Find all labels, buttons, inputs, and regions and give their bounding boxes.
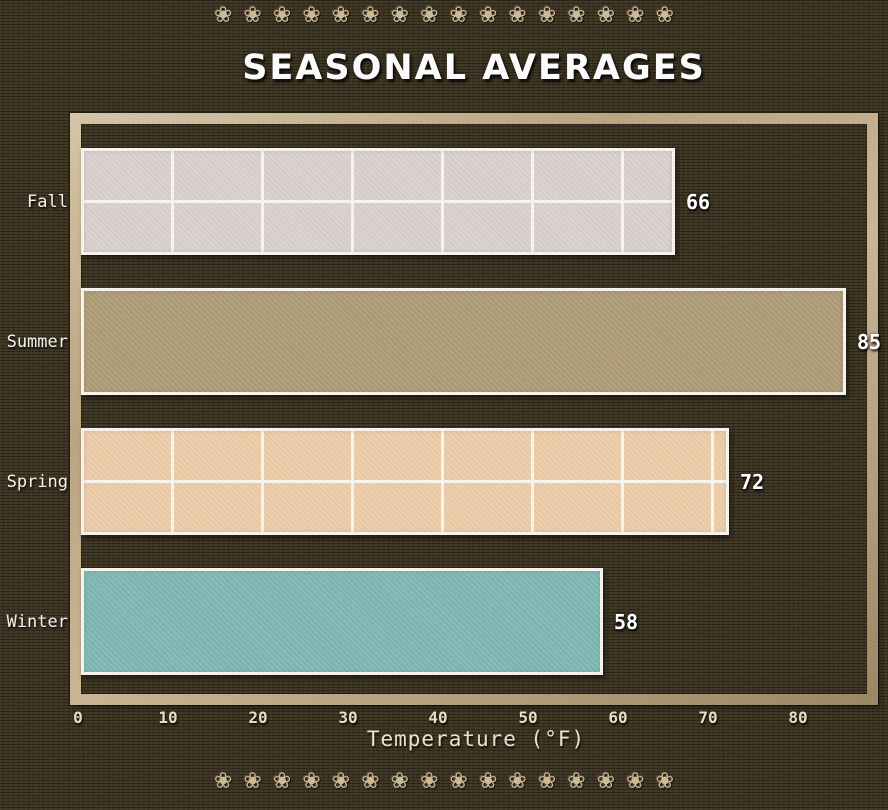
x-axis-label: Temperature (°F): [366, 727, 586, 751]
flower-icon: ❀: [243, 769, 262, 794]
x-tick-10: 10: [158, 708, 178, 727]
bar-winter: [81, 568, 603, 675]
x-tick-0: 0: [73, 708, 83, 727]
flower-icon: ❀: [272, 769, 292, 794]
bar-fall: [81, 148, 675, 255]
flower-icon: ❀: [655, 769, 674, 794]
category-label-fall: Fall: [27, 191, 68, 212]
flower-icon: ❀: [420, 769, 439, 794]
chart-title: SEASONAL AVERAGES: [242, 48, 706, 88]
flower-icon: ❀: [214, 769, 233, 794]
flower-icon: ❀: [243, 3, 262, 28]
flower-icon: ❀: [508, 3, 527, 28]
flower-icon: ❀: [537, 3, 557, 28]
x-tick-50: 50: [518, 708, 538, 727]
flower-icon: ❀: [331, 769, 351, 794]
flower-icon: ❀: [331, 3, 351, 28]
value-label-summer: 85: [857, 329, 882, 354]
flower-icon: ❀: [390, 769, 410, 794]
bar-spring: [81, 428, 729, 535]
category-label-spring: Spring: [6, 471, 68, 492]
x-tick-80: 80: [788, 708, 808, 727]
flower-icon: ❀: [390, 3, 410, 28]
flower-icon: ❀: [596, 3, 616, 28]
flower-icon: ❀: [655, 3, 674, 28]
flower-icon: ❀: [626, 769, 645, 794]
x-tick-70: 70: [698, 708, 718, 727]
value-label-winter: 58: [614, 609, 639, 634]
flower-icon: ❀: [361, 769, 380, 794]
flower-icon: ❀: [478, 769, 498, 794]
flower-border-bottom: ❀ ❀ ❀ ❀ ❀ ❀ ❀ ❀ ❀ ❀ ❀ ❀ ❀ ❀ ❀ ❀: [0, 769, 888, 795]
category-label-summer: Summer: [6, 331, 68, 352]
x-tick-40: 40: [428, 708, 448, 727]
bar-summer: [81, 288, 846, 395]
flower-icon: ❀: [361, 3, 380, 28]
flower-border-top: ❀ ❀ ❀ ❀ ❀ ❀ ❀ ❀ ❀ ❀ ❀ ❀ ❀ ❀ ❀ ❀: [0, 3, 888, 29]
flower-icon: ❀: [272, 3, 292, 28]
flower-icon: ❀: [302, 3, 321, 28]
flower-icon: ❀: [508, 769, 527, 794]
flower-icon: ❀: [596, 769, 616, 794]
flower-icon: ❀: [537, 769, 557, 794]
value-label-fall: 66: [686, 189, 711, 214]
category-label-winter: Winter: [6, 611, 68, 632]
flower-icon: ❀: [420, 3, 439, 28]
flower-icon: ❀: [449, 769, 468, 794]
flower-icon: ❀: [567, 3, 586, 28]
x-tick-30: 30: [338, 708, 358, 727]
flower-icon: ❀: [214, 3, 233, 28]
value-label-spring: 72: [740, 469, 765, 494]
flower-icon: ❀: [449, 3, 468, 28]
flower-icon: ❀: [567, 769, 586, 794]
x-tick-20: 20: [248, 708, 268, 727]
x-tick-60: 60: [608, 708, 628, 727]
flower-icon: ❀: [626, 3, 645, 28]
flower-icon: ❀: [302, 769, 321, 794]
flower-icon: ❀: [478, 3, 498, 28]
